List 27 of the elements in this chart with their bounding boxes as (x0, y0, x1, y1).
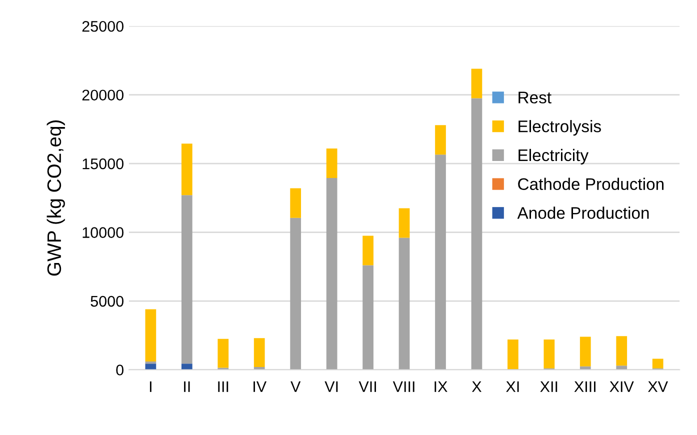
legend-label: Electricity (518, 148, 589, 164)
x-tick-label: VII (358, 381, 376, 392)
x-tick-label: IX (434, 381, 448, 392)
legend-label: Rest (518, 92, 552, 104)
y-tick-label: 15000 (82, 158, 124, 170)
x-tick-label: XV (648, 381, 668, 392)
y-axis-title: GWP (kg CO2,eq) (46, 120, 65, 276)
x-tick-label: VI (324, 381, 338, 392)
x-tick-label: XIII (574, 381, 596, 392)
y-tick-label: 25000 (82, 20, 124, 32)
x-tick-label: V (290, 381, 301, 392)
x-tick-label: XI (506, 381, 519, 392)
x-tick-label: II (184, 381, 190, 392)
x-tick-label: I (150, 381, 152, 392)
x-tick-label: IV (254, 381, 267, 392)
x-tick-label: III (218, 381, 228, 392)
y-tick-label: 20000 (82, 90, 124, 101)
legend-label: Anode Production (517, 206, 649, 219)
y-tick-label: 10000 (82, 227, 124, 238)
x-tick-label: XII (540, 381, 558, 392)
x-tick-label: X (472, 381, 482, 392)
x-tick-label: XIV (610, 381, 634, 392)
y-tick-label: 0 (116, 364, 124, 376)
y-tick-label: 5000 (90, 296, 124, 307)
x-tick-label: VIII (392, 381, 414, 392)
legend-label: Cathode Production (518, 178, 664, 190)
legend-label: Electrolysis (518, 120, 601, 136)
